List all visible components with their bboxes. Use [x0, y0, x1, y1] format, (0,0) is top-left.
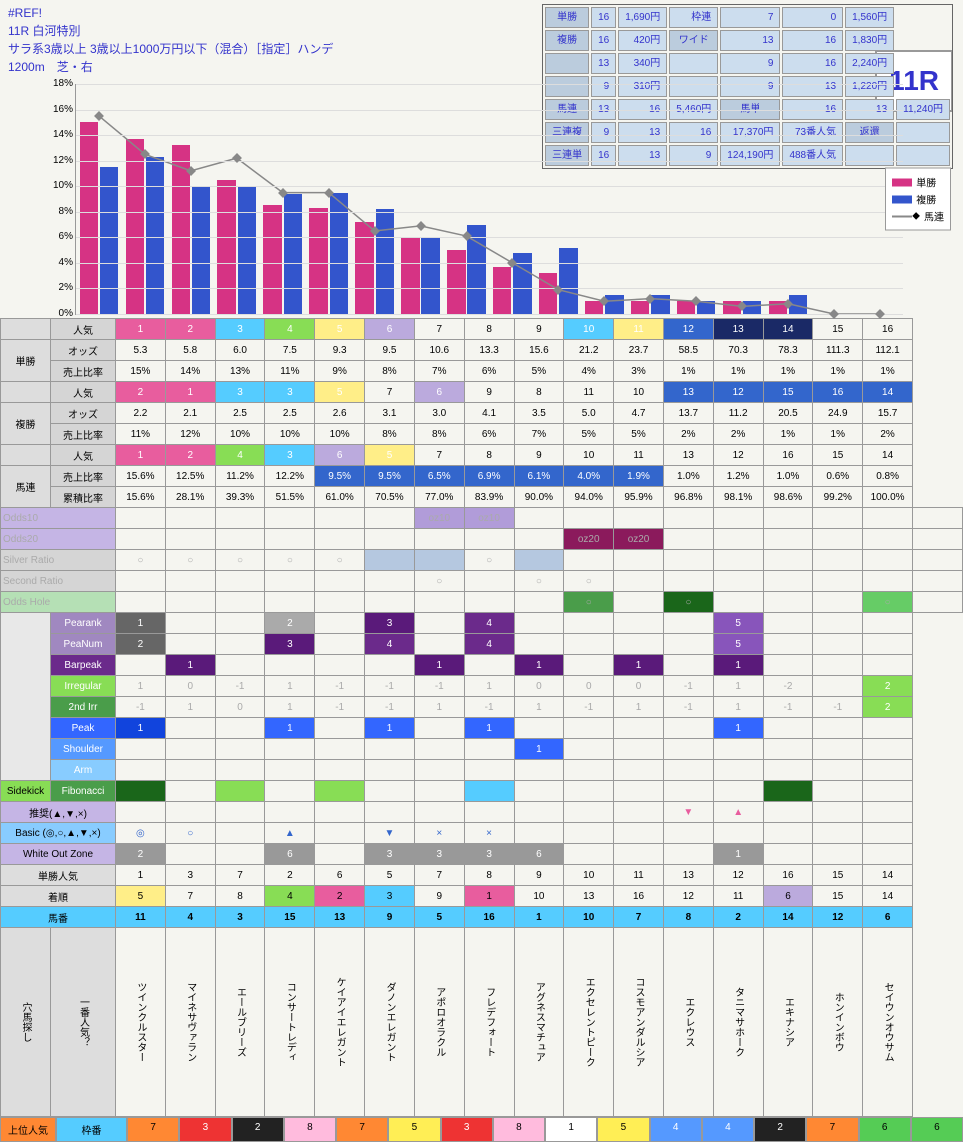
- chart-legend: 単勝 複勝 ◆馬連: [885, 168, 951, 231]
- data-table: 人気12345678910111213141516単勝オッズ5.35.86.07…: [0, 318, 963, 1117]
- footer-row: 上位人気枠番7328753815442766: [0, 1117, 963, 1142]
- race-header: #REF! 11R 白河特別 サラ系3歳以上 3歳以上1000万円以下（混合）［…: [0, 0, 963, 80]
- odds-chart: 0%2%4%6%8%10%12%14%16%18% 単勝 複勝 ◆馬連: [0, 80, 963, 318]
